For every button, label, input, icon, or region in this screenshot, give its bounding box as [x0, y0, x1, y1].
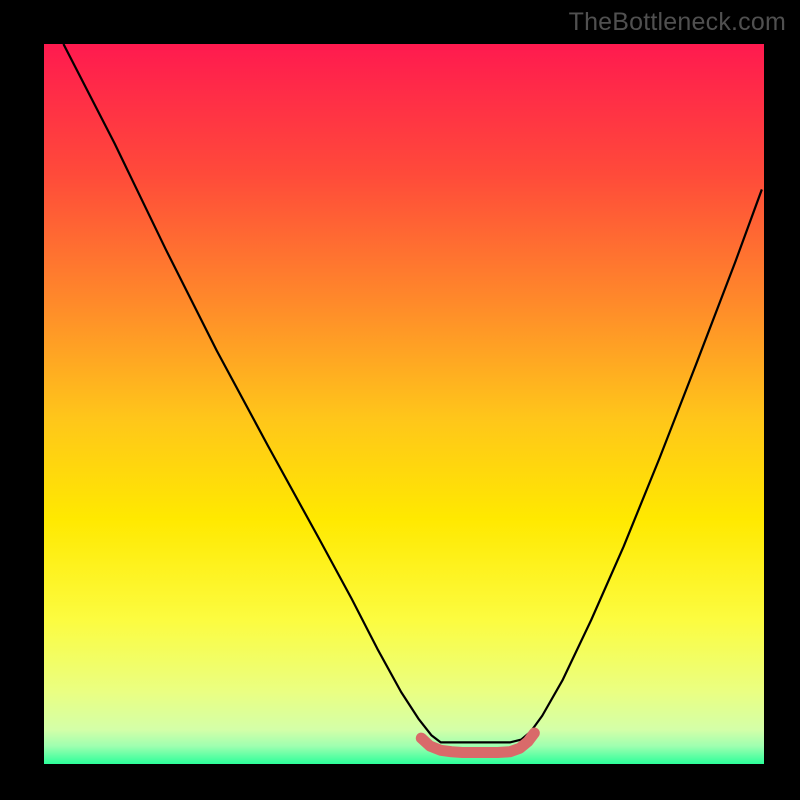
- chart-container: TheBottleneck.com: [0, 0, 800, 800]
- chart-svg: [0, 0, 800, 800]
- plot-background: [44, 44, 764, 764]
- watermark-text: TheBottleneck.com: [569, 8, 786, 37]
